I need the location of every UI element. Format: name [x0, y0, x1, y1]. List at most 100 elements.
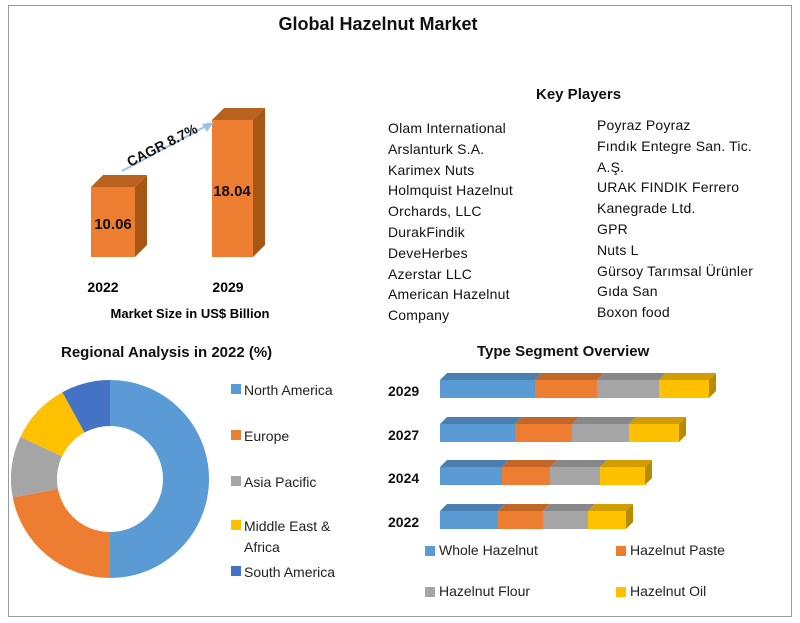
bar-2027-hazelnut-flour — [572, 424, 629, 442]
bar-2029-top — [212, 108, 265, 120]
key-player-item: Azerstar LLC — [388, 265, 473, 282]
bar-2029: 18.04 — [212, 108, 265, 257]
legend-swatch-middle-east-africa — [231, 520, 241, 530]
donut-slice-south-america — [62, 380, 110, 433]
bar-2029-hazelnut-flour — [597, 380, 659, 398]
bar-2022-hazelnut-paste — [498, 511, 543, 529]
year-label-2022: 2022 — [87, 279, 118, 295]
bar-top-2029-hazelnut-oil — [659, 373, 716, 380]
legend-swatch-whole-hazelnut — [425, 546, 435, 556]
legend-swatch-asia-pacific — [231, 476, 241, 486]
year-label-2029: 2029 — [212, 279, 243, 295]
key-player-item: Orchards, LLC — [388, 203, 482, 220]
donut-slice-asia-pacific — [11, 436, 63, 498]
type-year-label-2024: 2024 — [388, 470, 419, 486]
legend-swatch-hazelnut-paste — [616, 546, 626, 556]
bar-2029-hazelnut-paste — [535, 380, 597, 398]
bar-end-2024 — [645, 460, 652, 485]
main-title: Global Hazelnut Market — [278, 14, 478, 34]
regional-donut-chart — [11, 380, 209, 578]
bar-top-2027-hazelnut-paste — [515, 417, 579, 424]
bar-top-2027-hazelnut-flour — [572, 417, 636, 424]
bar-top-2029-hazelnut-flour — [597, 373, 666, 380]
infographic-frame — [8, 5, 792, 617]
bar-2027-hazelnut-oil — [629, 424, 679, 442]
donut-slice-middle-east-africa — [20, 392, 85, 457]
legend-swatch-hazelnut-flour — [425, 587, 435, 597]
type-year-label-2022: 2022 — [388, 514, 419, 530]
bar-2029-side — [253, 108, 265, 257]
legend-label-whole-hazelnut: Whole Hazelnut — [439, 542, 538, 558]
key-player-item: DurakFindik — [388, 224, 465, 240]
legend-swatch-hazelnut-oil — [616, 587, 626, 597]
bar-2024-hazelnut-oil — [600, 467, 645, 485]
bar-top-2024-hazelnut-flour — [550, 460, 607, 467]
legend-swatch-north-america — [231, 384, 241, 394]
bar-2027-whole-hazelnut — [440, 424, 515, 442]
bar-top-2029-hazelnut-paste — [535, 373, 604, 380]
bar-2022-value: 10.06 — [94, 216, 132, 233]
bar-end-2027 — [679, 417, 686, 442]
bar-2022-hazelnut-oil — [588, 511, 626, 529]
legend-label-middle-east-africa: Middle East & Africa — [244, 518, 331, 555]
type-year-label-2029: 2029 — [388, 383, 419, 399]
market-size-caption: Market Size in US$ Billion — [111, 306, 270, 321]
key-player-item: Holmquist Hazelnut — [388, 182, 513, 199]
type-segment-title: Type Segment Overview — [477, 343, 650, 360]
legend-label-asia-pacific: Asia Pacific — [244, 474, 317, 490]
regional-title: Regional Analysis in 2022 (%) — [61, 344, 273, 361]
market-size-chart: 10.06 18.04 CAGR 8.7% 2022 2029 Market S… — [87, 108, 270, 321]
legend-label-hazelnut-flour: Hazelnut Flour — [439, 583, 531, 599]
bar-2022-side — [135, 175, 147, 257]
legend-label-europe: Europe — [244, 428, 290, 444]
legend-swatch-south-america — [231, 566, 241, 576]
key-player-item: Company — [388, 307, 450, 324]
cagr-arrowhead — [202, 122, 214, 132]
key-player-item: Karimex Nuts — [388, 161, 475, 178]
cagr-arrow — [121, 124, 209, 172]
legend-label-south-america: South America — [244, 564, 336, 580]
bar-2029-hazelnut-oil — [659, 380, 709, 398]
key-player-item: A.Ş. — [597, 158, 625, 175]
key-player-item: Boxon food — [597, 304, 670, 321]
key-player-item: GPR — [597, 221, 628, 237]
type-segment-chart: 2029 2027 2024 2022 — [388, 373, 716, 530]
key-player-item: Gürsoy Tarımsal Ürünler — [597, 262, 754, 279]
bar-2022: 10.06 — [91, 175, 147, 257]
bar-top-2022-whole-hazelnut — [440, 504, 505, 511]
donut-slice-north-america — [110, 380, 209, 578]
type-year-label-2027: 2027 — [388, 427, 419, 443]
donut-slice-europe — [12, 488, 110, 578]
bar-end-2029 — [709, 373, 716, 398]
legend-label-hazelnut-paste: Hazelnut Paste — [630, 542, 725, 558]
key-player-item: Arslanturk S.A. — [388, 140, 485, 157]
bar-top-2022-hazelnut-paste — [498, 504, 550, 511]
key-player-item: Olam International — [388, 120, 506, 136]
bar-end-2022 — [626, 504, 633, 529]
bar-2022-whole-hazelnut — [440, 511, 498, 529]
bar-top-2022-hazelnut-flour — [543, 504, 595, 511]
key-player-item: DeveHerbes — [388, 244, 468, 261]
key-players-title: Key Players — [536, 86, 622, 103]
bar-2022-front — [91, 187, 135, 257]
cagr-label: CAGR 8.7% — [124, 120, 200, 169]
bar-top-2027-hazelnut-oil — [629, 417, 686, 424]
bar-2029-whole-hazelnut — [440, 380, 535, 398]
bar-2029-value: 18.04 — [213, 183, 251, 200]
bar-2029-front — [212, 120, 253, 257]
bar-top-2022-hazelnut-oil — [588, 504, 633, 511]
bar-2027-hazelnut-paste — [515, 424, 572, 442]
key-player-item: Nuts L — [597, 241, 639, 258]
bar-top-2024-hazelnut-oil — [600, 460, 652, 467]
legend-label-north-america: North America — [244, 382, 333, 398]
bar-top-2029-whole-hazelnut — [440, 373, 542, 380]
bar-2022-hazelnut-flour — [543, 511, 588, 529]
key-player-item: Poyraz Poyraz — [597, 117, 691, 133]
key-player-item: Gıda San — [597, 283, 658, 300]
key-player-item: Kanegrade Ltd. — [597, 200, 696, 217]
bar-top-2024-whole-hazelnut — [440, 460, 509, 467]
bar-2024-whole-hazelnut — [440, 467, 502, 485]
key-player-item: American Hazelnut — [388, 286, 510, 303]
key-player-item: Fındık Entegre San. Tic. — [597, 137, 752, 154]
bar-2024-hazelnut-flour — [550, 467, 600, 485]
